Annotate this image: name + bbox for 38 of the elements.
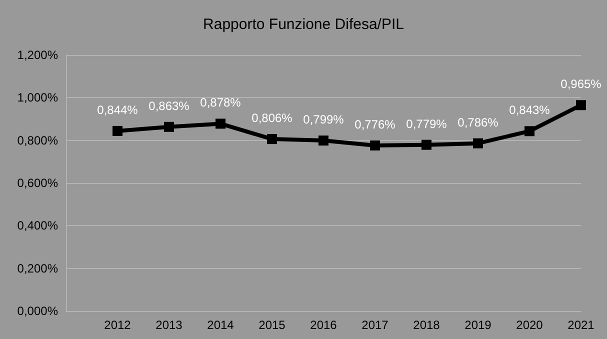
data-label: 0,844% [97, 102, 138, 117]
y-tick-label: 0,000% [17, 304, 58, 318]
data-label: 0,779% [406, 116, 448, 131]
point [267, 134, 277, 144]
y-tick-label: 1,200% [17, 48, 58, 62]
x-tick-label: 2012 [104, 318, 132, 332]
y-tick-label: 0,200% [17, 261, 58, 276]
point [473, 138, 483, 148]
data-label: 0,965% [560, 77, 602, 92]
data-label: 0,878% [200, 96, 242, 110]
point [164, 122, 174, 132]
x-tick-label: 2019 [464, 318, 492, 332]
x-tick-label: 2014 [207, 318, 234, 332]
point [576, 100, 586, 110]
data-label: 0,863% [148, 98, 190, 113]
data-label: 0,786% [458, 115, 499, 130]
point [318, 136, 328, 146]
x-tick-label: 2020 [516, 318, 544, 332]
data-label: 0,806% [252, 111, 293, 126]
x-tick-label: 2013 [156, 318, 183, 332]
point [216, 118, 226, 129]
x-tick-label: 2017 [362, 318, 389, 332]
x-tick-label: 2016 [310, 318, 338, 332]
x-tick-label: 2015 [258, 318, 286, 332]
data-label: 0,843% [509, 103, 550, 118]
data-label: 0,799% [303, 112, 344, 127]
point [370, 140, 380, 150]
y-tick-label: 0,800% [17, 133, 58, 148]
y-tick-label: 1,000% [17, 90, 58, 105]
chart-title: Rapporto Funzione Difesa/PIL [203, 16, 404, 33]
x-tick-label: 2021 [568, 318, 595, 332]
y-tick-label: 0,600% [17, 176, 58, 190]
point [524, 126, 534, 136]
y-tick-label: 0,400% [17, 218, 58, 233]
point [112, 126, 122, 136]
data-label: 0,776% [354, 117, 396, 132]
point [422, 140, 432, 150]
x-tick-label: 2018 [413, 318, 440, 332]
